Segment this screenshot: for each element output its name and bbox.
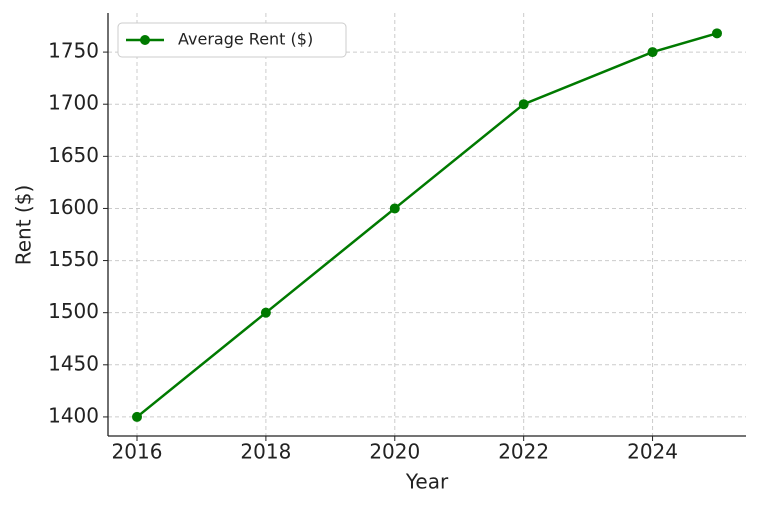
- y-tick-label: 1500: [48, 299, 99, 323]
- y-tick-label: 1700: [48, 91, 99, 115]
- y-tick-label: 1750: [48, 39, 99, 63]
- y-tick-label: 1600: [48, 195, 99, 219]
- y-tick-label: 1550: [48, 247, 99, 271]
- data-line: [136, 32, 718, 418]
- data-point: [389, 203, 400, 214]
- data-point: [518, 99, 529, 110]
- data-point: [712, 28, 722, 39]
- y-tick-label: 1450: [48, 351, 99, 375]
- legend-label: Average Rent ($): [178, 30, 313, 49]
- x-tick-label: 2020: [369, 440, 420, 464]
- x-tick-label: 2024: [627, 440, 678, 464]
- x-tick-label: 2016: [112, 440, 163, 464]
- data-point: [647, 47, 658, 58]
- legend-marker: [140, 35, 150, 45]
- legend-box: [117, 22, 347, 58]
- y-tick-label: 1400: [48, 403, 99, 427]
- y-axis-label: Rent ($): [12, 185, 36, 266]
- y-tick-label: 1650: [48, 143, 99, 167]
- x-axis-label: Year: [405, 470, 449, 494]
- data-point: [260, 307, 271, 318]
- x-tick-label: 2022: [498, 440, 549, 464]
- legend: Average Rent ($): [117, 22, 347, 58]
- data-point: [132, 411, 142, 422]
- x-tick-label: 2018: [240, 440, 291, 464]
